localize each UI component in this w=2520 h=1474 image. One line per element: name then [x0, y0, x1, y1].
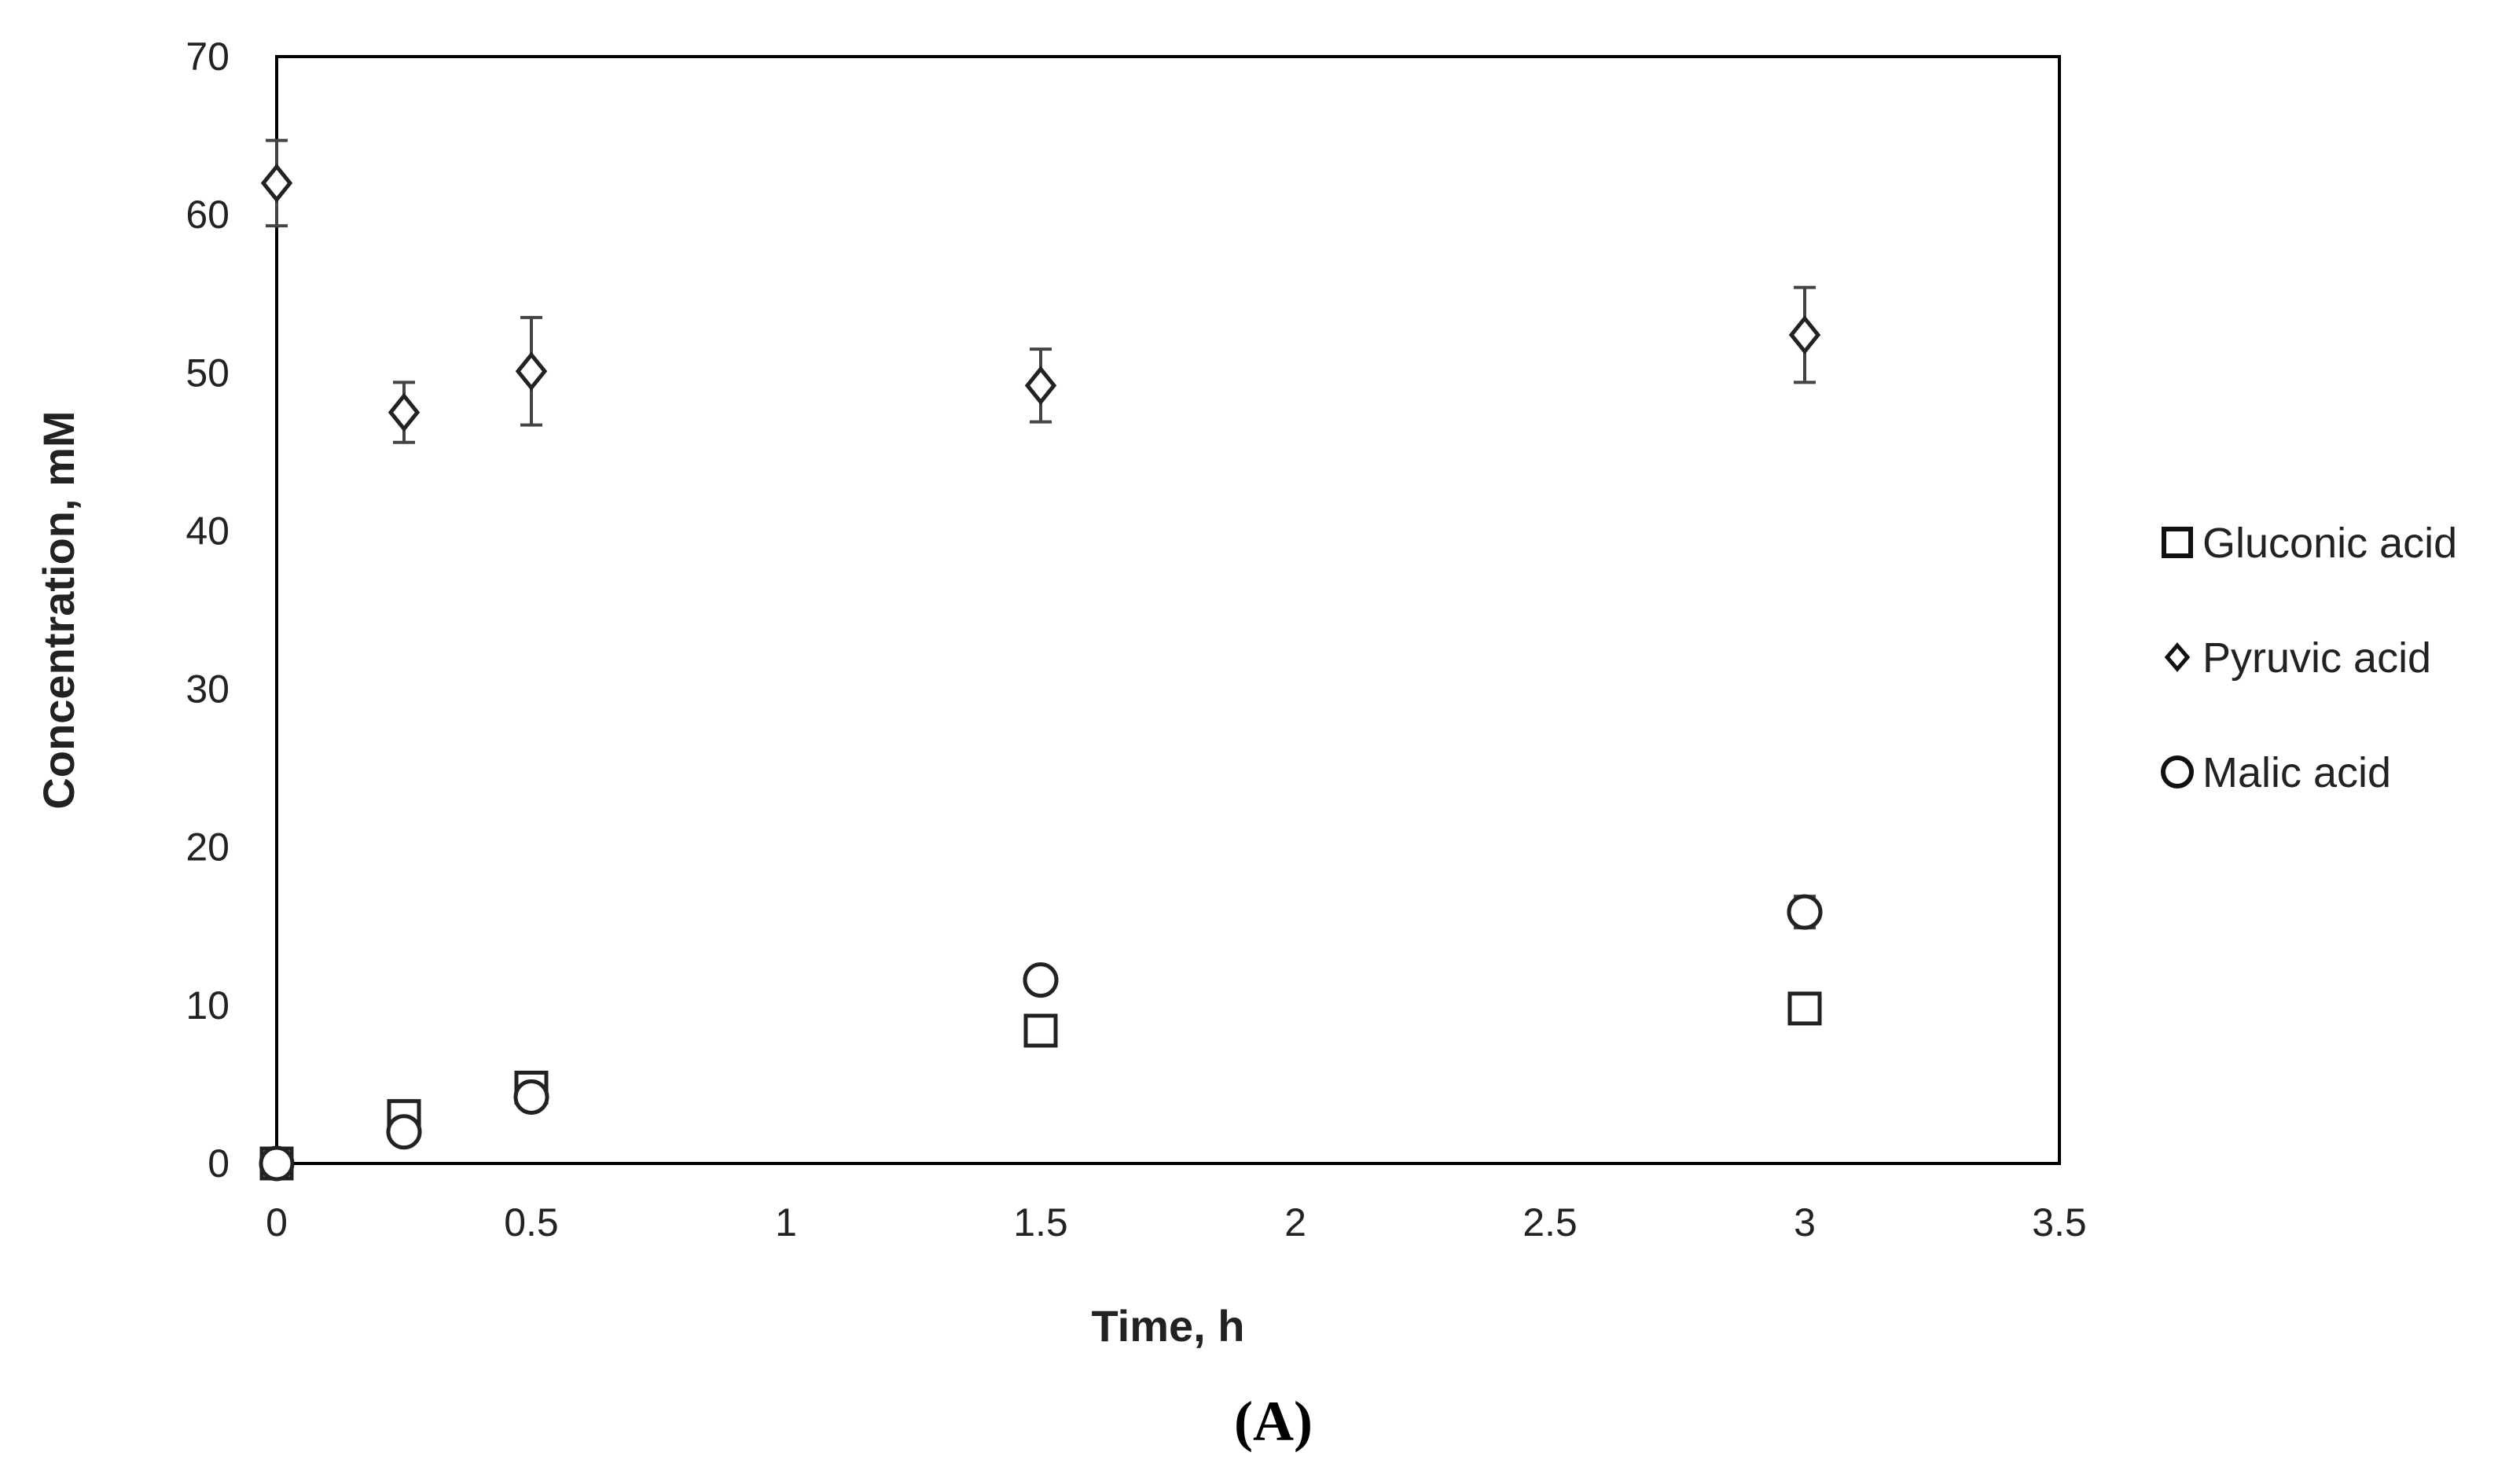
y-tick-label: 40 — [186, 509, 230, 553]
y-tick-label: 30 — [186, 667, 230, 711]
x-axis-ticks: 0 0.5 1 1.5 2 2.5 3 3.5 — [266, 1200, 2087, 1244]
data-point — [1788, 315, 1821, 355]
y-tick-label: 10 — [186, 983, 230, 1027]
panel-label: (A) — [1234, 1390, 1313, 1453]
legend-label: Malic acid — [2202, 749, 2391, 796]
series-diamond — [260, 138, 1821, 444]
data-point — [515, 351, 548, 391]
legend-marker — [2164, 642, 2191, 672]
data-point — [388, 392, 421, 432]
series-circle — [259, 894, 1823, 1182]
legend-item: Pyruvic acid — [2164, 634, 2431, 682]
legend-label: Pyruvic acid — [2202, 634, 2431, 682]
y-tick-label: 20 — [186, 825, 230, 869]
data-point — [1787, 991, 1822, 1026]
x-tick-label: 3.5 — [2032, 1200, 2087, 1244]
data-point — [1023, 962, 1059, 998]
data-point — [259, 1145, 295, 1182]
y-axis-ticks: 0 10 20 30 40 50 60 70 — [186, 35, 230, 1185]
legend-marker — [2162, 527, 2193, 558]
y-tick-label: 0 — [208, 1141, 230, 1185]
x-tick-label: 1 — [775, 1200, 797, 1244]
legend: Gluconic acid Pyruvic acid Malic acid — [2161, 520, 2457, 796]
x-tick-label: 2.5 — [1523, 1200, 1578, 1244]
legend-item: Malic acid — [2161, 749, 2391, 796]
x-tick-label: 2 — [1284, 1200, 1306, 1244]
data-point — [1024, 366, 1057, 406]
x-tick-label: 0 — [266, 1200, 288, 1244]
y-axis-title: Concentration, mM — [34, 410, 83, 809]
data-point — [1023, 1013, 1058, 1048]
data-point — [386, 1114, 422, 1150]
x-tick-label: 3 — [1794, 1200, 1816, 1244]
data-point — [260, 163, 293, 203]
x-tick-label: 0.5 — [504, 1200, 559, 1244]
y-tick-label: 70 — [186, 35, 230, 79]
y-tick-label: 60 — [186, 193, 230, 237]
data-point — [1787, 894, 1823, 930]
legend-label: Gluconic acid — [2202, 520, 2457, 567]
data-point — [513, 1079, 549, 1116]
legend-item: Gluconic acid — [2162, 520, 2457, 567]
plot-area — [275, 55, 2061, 1165]
legend-marker — [2161, 755, 2194, 788]
y-tick-label: 50 — [186, 351, 230, 395]
data-series — [259, 138, 1823, 1182]
x-axis-title: Time, h — [1091, 1301, 1244, 1351]
x-tick-label: 1.5 — [1013, 1200, 1068, 1244]
